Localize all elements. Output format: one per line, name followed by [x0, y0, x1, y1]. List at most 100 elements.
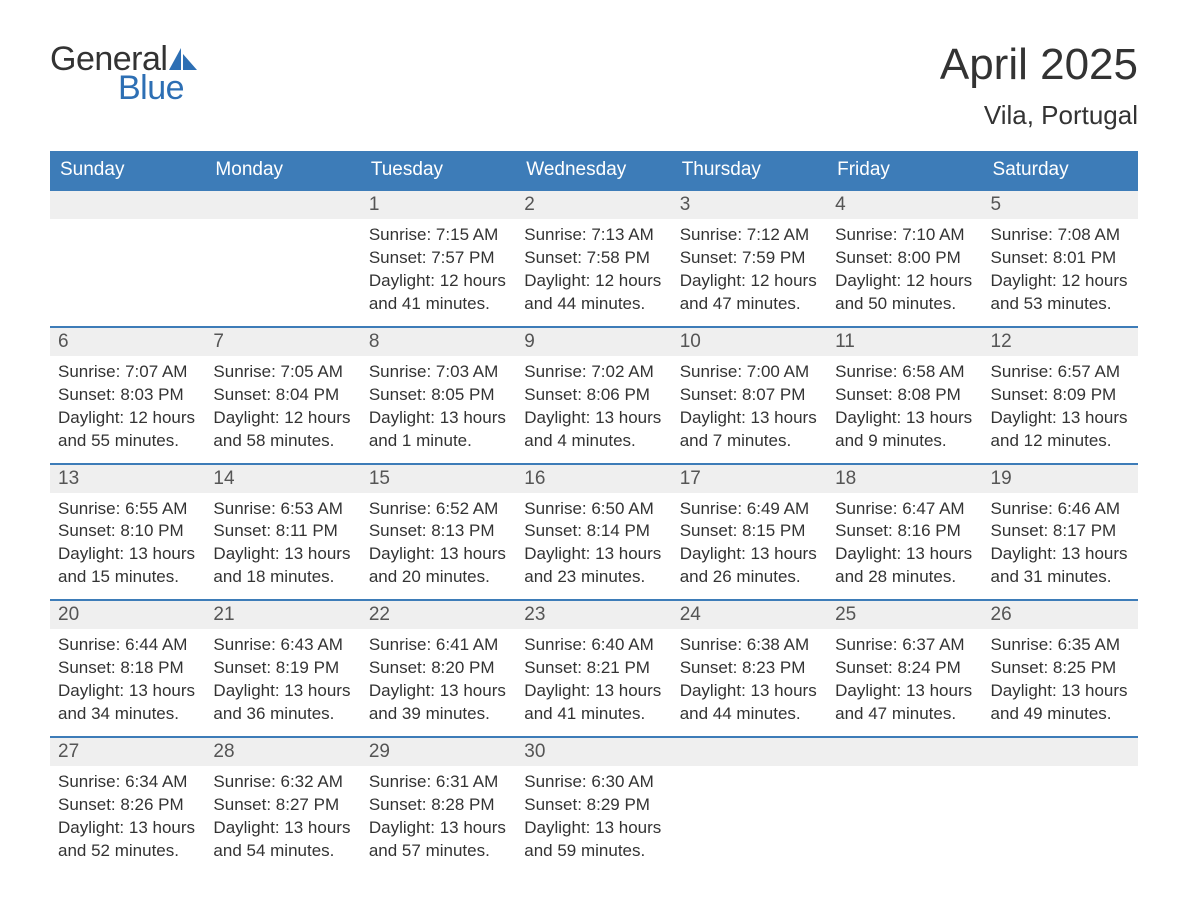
- day-body: Sunrise: 6:58 AMSunset: 8:08 PMDaylight:…: [827, 356, 982, 463]
- day-cell: 22Sunrise: 6:41 AMSunset: 8:20 PMDayligh…: [361, 601, 516, 736]
- sunset-text: Sunset: 8:08 PM: [835, 384, 974, 407]
- calendar-week: 20Sunrise: 6:44 AMSunset: 8:18 PMDayligh…: [50, 599, 1138, 736]
- day-number: 9: [516, 328, 671, 356]
- day-cell: 7Sunrise: 7:05 AMSunset: 8:04 PMDaylight…: [205, 328, 360, 463]
- day-number: 3: [672, 191, 827, 219]
- sunrise-text: Sunrise: 6:47 AM: [835, 498, 974, 521]
- sunrise-text: Sunrise: 6:32 AM: [213, 771, 352, 794]
- daylight-line2: and 15 minutes.: [58, 566, 197, 589]
- day-body: Sunrise: 6:49 AMSunset: 8:15 PMDaylight:…: [672, 493, 827, 600]
- sunset-text: Sunset: 8:10 PM: [58, 520, 197, 543]
- sunset-text: Sunset: 8:13 PM: [369, 520, 508, 543]
- daylight-line2: and 4 minutes.: [524, 430, 663, 453]
- daylight-line2: and 28 minutes.: [835, 566, 974, 589]
- daylight-line2: and 41 minutes.: [524, 703, 663, 726]
- sunrise-text: Sunrise: 6:50 AM: [524, 498, 663, 521]
- sunset-text: Sunset: 8:09 PM: [991, 384, 1130, 407]
- day-cell: [205, 191, 360, 326]
- day-number: 24: [672, 601, 827, 629]
- daylight-line1: Daylight: 13 hours: [680, 407, 819, 430]
- day-cell: 3Sunrise: 7:12 AMSunset: 7:59 PMDaylight…: [672, 191, 827, 326]
- calendar-body: 1Sunrise: 7:15 AMSunset: 7:57 PMDaylight…: [50, 189, 1138, 873]
- day-body: Sunrise: 7:13 AMSunset: 7:58 PMDaylight:…: [516, 219, 671, 326]
- sunset-text: Sunset: 8:24 PM: [835, 657, 974, 680]
- day-number: 6: [50, 328, 205, 356]
- sunset-text: Sunset: 7:57 PM: [369, 247, 508, 270]
- sunset-text: Sunset: 8:21 PM: [524, 657, 663, 680]
- daylight-line1: Daylight: 13 hours: [680, 680, 819, 703]
- day-body: Sunrise: 6:57 AMSunset: 8:09 PMDaylight:…: [983, 356, 1138, 463]
- daylight-line2: and 44 minutes.: [680, 703, 819, 726]
- daylight-line2: and 47 minutes.: [680, 293, 819, 316]
- daylight-line2: and 18 minutes.: [213, 566, 352, 589]
- day-cell: 2Sunrise: 7:13 AMSunset: 7:58 PMDaylight…: [516, 191, 671, 326]
- sunrise-text: Sunrise: 6:43 AM: [213, 634, 352, 657]
- calendar-week: 1Sunrise: 7:15 AMSunset: 7:57 PMDaylight…: [50, 189, 1138, 326]
- daylight-line2: and 34 minutes.: [58, 703, 197, 726]
- sunset-text: Sunset: 8:20 PM: [369, 657, 508, 680]
- empty-day-header: [672, 738, 827, 766]
- logo: General Blue: [50, 40, 199, 108]
- day-body: Sunrise: 6:37 AMSunset: 8:24 PMDaylight:…: [827, 629, 982, 736]
- day-cell: 16Sunrise: 6:50 AMSunset: 8:14 PMDayligh…: [516, 465, 671, 600]
- page-header: General Blue April 2025 Vila, Portugal: [50, 40, 1138, 131]
- daylight-line1: Daylight: 13 hours: [991, 407, 1130, 430]
- daylight-line1: Daylight: 13 hours: [524, 817, 663, 840]
- daylight-line1: Daylight: 12 hours: [58, 407, 197, 430]
- sunrise-text: Sunrise: 6:34 AM: [58, 771, 197, 794]
- sunrise-text: Sunrise: 7:08 AM: [991, 224, 1130, 247]
- daylight-line2: and 1 minute.: [369, 430, 508, 453]
- empty-day-header: [205, 191, 360, 219]
- daylight-line1: Daylight: 13 hours: [835, 407, 974, 430]
- day-cell: 14Sunrise: 6:53 AMSunset: 8:11 PMDayligh…: [205, 465, 360, 600]
- sunset-text: Sunset: 8:19 PM: [213, 657, 352, 680]
- daylight-line2: and 47 minutes.: [835, 703, 974, 726]
- day-body: Sunrise: 7:07 AMSunset: 8:03 PMDaylight:…: [50, 356, 205, 463]
- day-body: Sunrise: 6:46 AMSunset: 8:17 PMDaylight:…: [983, 493, 1138, 600]
- daylight-line2: and 57 minutes.: [369, 840, 508, 863]
- sunrise-text: Sunrise: 7:03 AM: [369, 361, 508, 384]
- daylight-line1: Daylight: 13 hours: [835, 543, 974, 566]
- daylight-line1: Daylight: 13 hours: [991, 543, 1130, 566]
- day-cell: 17Sunrise: 6:49 AMSunset: 8:15 PMDayligh…: [672, 465, 827, 600]
- day-cell: 4Sunrise: 7:10 AMSunset: 8:00 PMDaylight…: [827, 191, 982, 326]
- day-cell: 24Sunrise: 6:38 AMSunset: 8:23 PMDayligh…: [672, 601, 827, 736]
- daylight-line2: and 20 minutes.: [369, 566, 508, 589]
- daylight-line1: Daylight: 13 hours: [213, 543, 352, 566]
- location: Vila, Portugal: [940, 100, 1138, 131]
- daylight-line1: Daylight: 12 hours: [524, 270, 663, 293]
- title-block: April 2025 Vila, Portugal: [940, 40, 1138, 131]
- day-body: Sunrise: 7:03 AMSunset: 8:05 PMDaylight:…: [361, 356, 516, 463]
- sunrise-text: Sunrise: 7:13 AM: [524, 224, 663, 247]
- sunrise-text: Sunrise: 7:15 AM: [369, 224, 508, 247]
- day-body: Sunrise: 6:47 AMSunset: 8:16 PMDaylight:…: [827, 493, 982, 600]
- sunrise-text: Sunrise: 7:05 AM: [213, 361, 352, 384]
- daylight-line2: and 49 minutes.: [991, 703, 1130, 726]
- day-number: 29: [361, 738, 516, 766]
- day-number: 21: [205, 601, 360, 629]
- sunset-text: Sunset: 8:06 PM: [524, 384, 663, 407]
- day-cell: 27Sunrise: 6:34 AMSunset: 8:26 PMDayligh…: [50, 738, 205, 873]
- sunrise-text: Sunrise: 6:46 AM: [991, 498, 1130, 521]
- sunrise-text: Sunrise: 7:00 AM: [680, 361, 819, 384]
- daylight-line1: Daylight: 13 hours: [58, 817, 197, 840]
- day-body: Sunrise: 7:10 AMSunset: 8:00 PMDaylight:…: [827, 219, 982, 326]
- sunset-text: Sunset: 8:01 PM: [991, 247, 1130, 270]
- daylight-line1: Daylight: 13 hours: [524, 407, 663, 430]
- sunrise-text: Sunrise: 6:37 AM: [835, 634, 974, 657]
- daylight-line2: and 44 minutes.: [524, 293, 663, 316]
- sunrise-text: Sunrise: 6:52 AM: [369, 498, 508, 521]
- daylight-line2: and 39 minutes.: [369, 703, 508, 726]
- sunset-text: Sunset: 8:15 PM: [680, 520, 819, 543]
- sunset-text: Sunset: 8:00 PM: [835, 247, 974, 270]
- sunrise-text: Sunrise: 7:12 AM: [680, 224, 819, 247]
- sunset-text: Sunset: 8:17 PM: [991, 520, 1130, 543]
- day-number: 28: [205, 738, 360, 766]
- daylight-line2: and 26 minutes.: [680, 566, 819, 589]
- daylight-line1: Daylight: 12 hours: [835, 270, 974, 293]
- sunset-text: Sunset: 7:58 PM: [524, 247, 663, 270]
- day-cell: 1Sunrise: 7:15 AMSunset: 7:57 PMDaylight…: [361, 191, 516, 326]
- day-number: 20: [50, 601, 205, 629]
- sunset-text: Sunset: 8:11 PM: [213, 520, 352, 543]
- day-number: 17: [672, 465, 827, 493]
